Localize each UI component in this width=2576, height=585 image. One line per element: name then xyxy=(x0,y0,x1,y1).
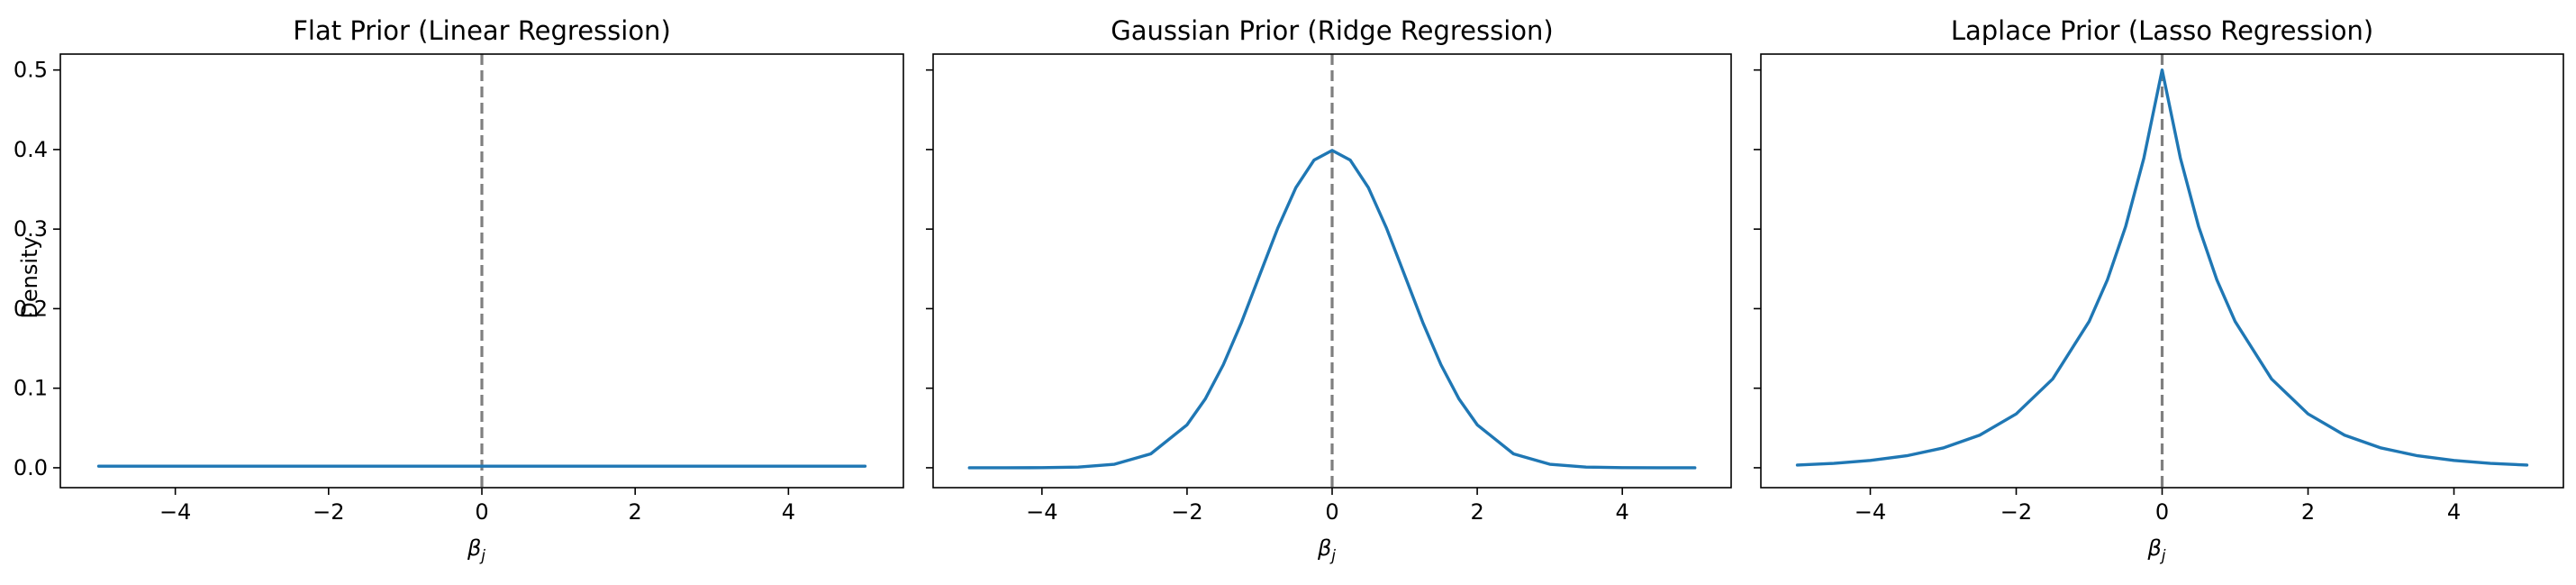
y-tick-label: 0.5 xyxy=(14,58,48,83)
chart-title: Laplace Prior (Lasso Regression) xyxy=(1951,15,2373,46)
subplot-panels: Flat Prior (Linear Regression) −4 −2 0 2 4 0.0… xyxy=(14,15,2564,565)
density-curve xyxy=(967,149,1697,470)
x-tick-label: 4 xyxy=(782,499,795,525)
x-tick-label: 2 xyxy=(629,499,642,525)
density-curve xyxy=(1795,68,2529,467)
y-tick-label: 0.1 xyxy=(14,376,48,401)
x-tick-label: 2 xyxy=(1470,499,1483,525)
x-tick-label: −2 xyxy=(313,499,344,525)
y-axis-label: Density xyxy=(17,236,42,318)
x-tick-label: −4 xyxy=(159,499,191,525)
x-tick-label: −2 xyxy=(2000,499,2032,525)
y-tick-label: 0.0 xyxy=(14,455,48,480)
chart-panel: Gaussian Prior (Ridge Regression) −4 −2 0 2 4… xyxy=(926,15,1732,565)
x-tick-label: 4 xyxy=(1616,499,1629,525)
y-tick-label: 0.2 xyxy=(14,296,48,321)
x-axis-label-symbol: β xyxy=(1317,535,1331,561)
y-tick-label: 0.3 xyxy=(14,216,48,242)
x-tick-label: −4 xyxy=(1855,499,1886,525)
x-tick-label: 0 xyxy=(475,499,488,525)
x-tick-label: −2 xyxy=(1171,499,1202,525)
x-axis-label-symbol: β xyxy=(2146,535,2161,561)
x-tick-label: 0 xyxy=(1325,499,1338,525)
x-axis-label-subscript: j xyxy=(2160,547,2166,565)
x-axis-label-subscript: j xyxy=(479,547,485,565)
chart-panel: Laplace Prior (Lasso Regression) −4 −2 0 2 4 β… xyxy=(1754,15,2564,565)
chart-title: Flat Prior (Linear Regression) xyxy=(293,15,671,46)
x-tick-label: 2 xyxy=(2301,499,2315,525)
x-axis-label-symbol: β xyxy=(467,535,481,561)
x-axis-label: βj xyxy=(467,535,485,565)
x-axis-label: βj xyxy=(2146,535,2165,565)
chart-title: Gaussian Prior (Ridge Regression) xyxy=(1111,15,1553,46)
chart-panel: Flat Prior (Linear Regression) −4 −2 0 2 4 0.0… xyxy=(14,15,904,565)
x-axis-label: βj xyxy=(1317,535,1336,565)
y-tick-label: 0.4 xyxy=(14,137,48,162)
x-tick-label: 4 xyxy=(2447,499,2461,525)
x-tick-label: −4 xyxy=(1026,499,1057,525)
x-tick-label: 0 xyxy=(2155,499,2169,525)
x-axis-label-subscript: j xyxy=(1329,547,1336,565)
